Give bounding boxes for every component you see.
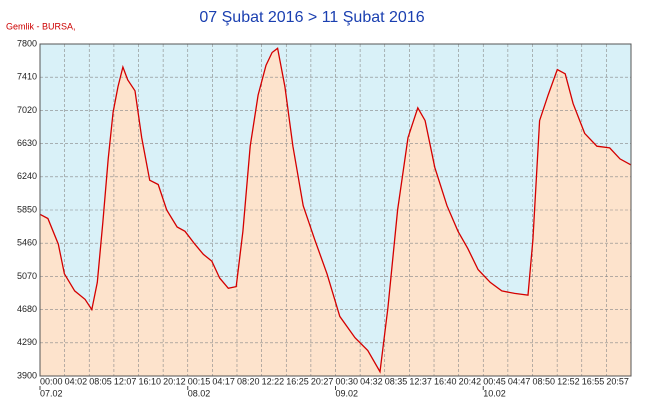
date-tick-label: 09.02 (336, 388, 359, 398)
y-tick-label: 6630 (17, 138, 37, 148)
data-line (39, 47, 632, 374)
chart-title: 07 Şubat 2016 > 11 Şubat 2016 (199, 9, 424, 26)
x-tick-label: 04:32 (360, 376, 383, 386)
chart-subtitle: Gemlik - BURSA, (6, 21, 76, 31)
x-tick-label: 08:05 (89, 376, 112, 386)
x-tick-label: 04:17 (212, 376, 235, 386)
x-tick-label: 08:50 (532, 376, 555, 386)
x-tick-label: 00:30 (336, 376, 359, 386)
x-tick-label: 20:27 (311, 376, 334, 386)
date-tick-label: 07.02 (40, 388, 63, 398)
date-tick-label: 10.02 (483, 388, 506, 398)
y-tick-label: 7410 (17, 72, 37, 82)
x-tick-label: 20:12 (163, 376, 186, 386)
y-tick-label: 5850 (17, 204, 37, 214)
x-tick-label: 16:40 (434, 376, 457, 386)
x-tick-label: 20:57 (606, 376, 629, 386)
y-tick-label: 5460 (17, 238, 37, 248)
plot-border (39, 43, 632, 377)
x-tick-label: 08:20 (237, 376, 260, 386)
x-tick-label: 12:37 (409, 376, 432, 386)
x-tick-label: 12:07 (114, 376, 137, 386)
x-tick-label: 08:35 (385, 376, 408, 386)
x-tick-label: 12:22 (262, 376, 285, 386)
x-tick-label: 16:10 (139, 376, 162, 386)
x-tick-label: 04:47 (508, 376, 531, 386)
x-tick-label: 04:02 (65, 376, 88, 386)
y-tick-label: 6240 (17, 171, 37, 181)
x-tick-label: 20:42 (459, 376, 482, 386)
x-tick-label: 00:45 (483, 376, 506, 386)
y-tick-label: 3900 (17, 370, 37, 380)
y-tick-label: 4680 (17, 304, 37, 314)
y-tick-label: 5070 (17, 271, 37, 281)
y-tick-label: 7020 (17, 105, 37, 115)
x-tick-label: 00:00 (40, 376, 63, 386)
x-tick-label: 16:25 (286, 376, 309, 386)
x-tick-label: 12:52 (557, 376, 580, 386)
x-tick-label: 16:55 (582, 376, 605, 386)
date-tick-label: 08.02 (188, 388, 211, 398)
x-tick-label: 00:15 (188, 376, 211, 386)
y-tick-label: 7800 (17, 38, 37, 48)
y-tick-label: 4290 (17, 337, 37, 347)
